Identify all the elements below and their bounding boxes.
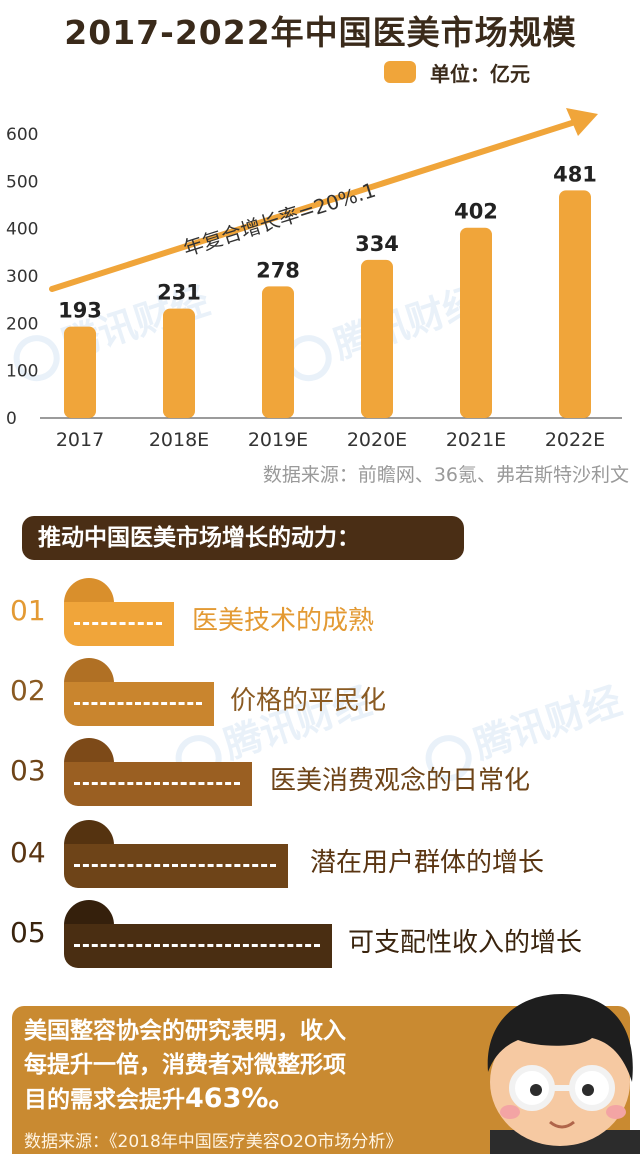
bar xyxy=(460,227,492,418)
trend-arrow-head-icon xyxy=(566,108,598,136)
driver-bar-dash xyxy=(74,864,276,867)
bar-value-label: 334 xyxy=(355,232,399,256)
note-line-3: 目的需求会提升463%。 xyxy=(24,1082,464,1117)
driver-item: 03 医美消费观念的日常化 xyxy=(0,738,641,818)
driver-item: 02 价格的平民化 xyxy=(0,658,641,738)
driver-bar xyxy=(64,924,332,968)
x-tick-label: 2022E xyxy=(545,429,605,451)
driver-item: 01 医美技术的成熟 xyxy=(0,578,641,658)
drivers-heading: 推动中国医美市场增长的动力： xyxy=(22,516,464,560)
y-tick-label: 0 xyxy=(6,409,17,429)
bar xyxy=(64,326,96,418)
y-tick-label: 400 xyxy=(6,220,38,240)
y-tick-label: 300 xyxy=(6,267,38,287)
x-tick-label: 2018E xyxy=(149,429,209,451)
bar-value-label: 481 xyxy=(553,162,597,186)
note-line-3-prefix: 目的需求会提升 xyxy=(24,1087,185,1113)
driver-label: 潜在用户群体的增长 xyxy=(310,848,545,878)
y-tick-label: 100 xyxy=(6,362,38,382)
x-tick-label: 2020E xyxy=(347,429,407,451)
growth-annotation: 年复合增长率=20%.1 xyxy=(180,178,378,261)
note-line-2: 每提升一倍，消费者对微整形项 xyxy=(24,1052,346,1078)
bar xyxy=(163,308,195,418)
trend-arrow-line xyxy=(49,119,578,292)
chart-source: 数据来源：前瞻网、36氪、弗若斯特沙利文 xyxy=(262,464,629,486)
driver-label: 价格的平民化 xyxy=(230,686,387,716)
bar-value-label: 231 xyxy=(157,281,201,305)
bar-value-label: 278 xyxy=(256,258,300,282)
bar xyxy=(559,190,591,418)
bar-value-label: 193 xyxy=(58,299,102,323)
note-text: 美国整容协会的研究表明，收入 每提升一倍，消费者对微整形项 目的需求会提升463… xyxy=(24,1014,464,1117)
x-tick-label: 2021E xyxy=(446,429,506,451)
driver-number: 04 xyxy=(10,836,46,869)
driver-item: 04 潜在用户群体的增长 xyxy=(0,820,641,900)
driver-bar-dash xyxy=(74,782,240,785)
driver-bar xyxy=(64,844,288,888)
y-tick-label: 600 xyxy=(6,125,38,145)
legend-swatch xyxy=(384,61,416,83)
note-emphasis: 463%。 xyxy=(185,1083,296,1114)
bar xyxy=(361,259,393,418)
x-tick-label: 2017 xyxy=(56,429,104,451)
bar xyxy=(262,286,294,418)
driver-item: 05 可支配性收入的增长 xyxy=(0,900,641,980)
driver-bar xyxy=(64,682,214,726)
bar-chart: 0 100 200 300 400 500 600 年复合增长率=20%.1 193 2017 23… xyxy=(6,108,622,451)
driver-label: 医美消费观念的日常化 xyxy=(270,766,531,796)
driver-number: 05 xyxy=(10,916,46,949)
page-title: 2017-2022年中国医美市场规模 xyxy=(64,13,577,52)
driver-label: 可支配性收入的增长 xyxy=(348,928,583,958)
driver-bar-dash xyxy=(74,702,202,705)
note-source: 数据来源：《2018年中国医疗美容O2O市场分析》 xyxy=(24,1132,403,1152)
driver-label: 医美技术的成熟 xyxy=(192,606,375,636)
legend: 单位：亿元 xyxy=(384,58,530,86)
bar-value-label: 402 xyxy=(454,200,498,224)
driver-number: 03 xyxy=(10,754,46,787)
cartoon-character-icon xyxy=(487,994,640,1154)
y-tick-label: 200 xyxy=(6,314,38,334)
x-tick-label: 2019E xyxy=(248,429,308,451)
driver-bar-dash xyxy=(74,622,162,625)
driver-bar xyxy=(64,762,252,806)
driver-number: 01 xyxy=(10,594,46,627)
driver-number: 02 xyxy=(10,674,46,707)
driver-bar-dash xyxy=(74,944,320,947)
y-tick-label: 500 xyxy=(6,172,38,192)
note-line-1: 美国整容协会的研究表明，收入 xyxy=(24,1018,346,1044)
legend-label: 单位：亿元 xyxy=(430,61,530,86)
driver-bar xyxy=(64,602,174,646)
